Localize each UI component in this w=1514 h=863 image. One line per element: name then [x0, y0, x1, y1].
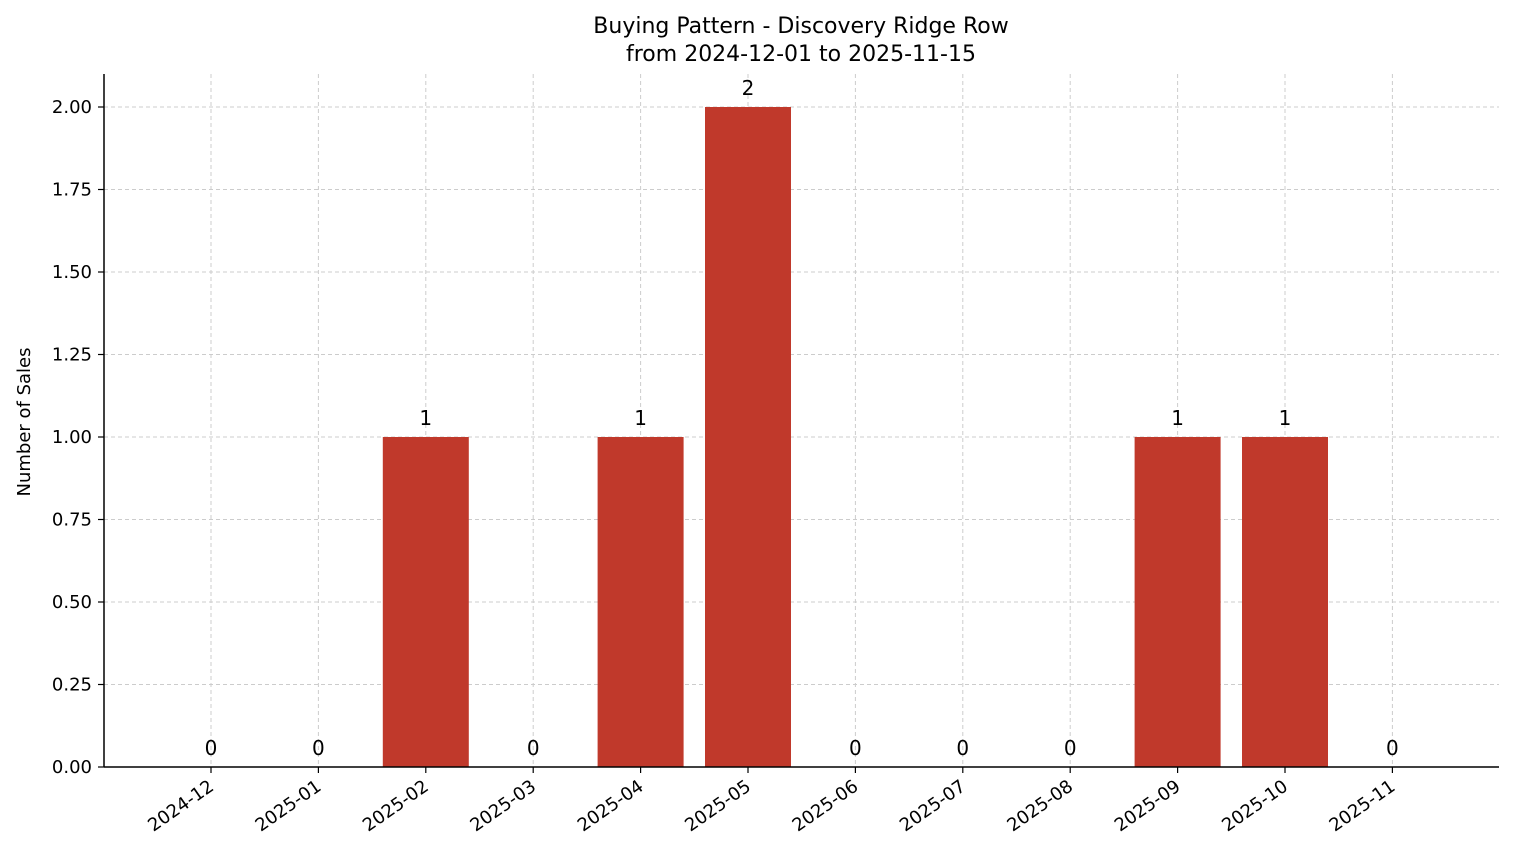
- x-tick-label: 2025-03: [466, 776, 540, 836]
- bar-2025-10: [1242, 437, 1328, 767]
- y-tick-label: 0.00: [52, 757, 92, 778]
- y-tick-label: 0.25: [52, 675, 92, 696]
- x-tick-label: 2025-01: [252, 776, 326, 836]
- bar-value-label: 0: [956, 736, 969, 760]
- y-tick-label: 1.25: [52, 345, 92, 366]
- x-tick-label: 2025-11: [1326, 776, 1400, 836]
- y-tick-label: 0.75: [52, 510, 92, 531]
- x-tick-label: 2025-02: [359, 776, 433, 836]
- x-tick-label: 2025-04: [574, 776, 648, 836]
- bar-2025-04: [597, 437, 684, 767]
- y-tick-label: 1.50: [52, 262, 92, 283]
- bar-value-label: 0: [527, 736, 540, 760]
- y-tick-label: 1.75: [52, 180, 92, 201]
- bar-2025-02: [382, 437, 469, 767]
- bar-value-label: 1: [1171, 406, 1184, 430]
- bar-value-label: 0: [312, 736, 325, 760]
- bar-2025-05: [705, 107, 791, 767]
- bar-value-label: 0: [1386, 736, 1399, 760]
- axis-layer: [98, 74, 1499, 773]
- y-axis-label: Number of Sales: [14, 347, 35, 496]
- x-tick-label: 2025-10: [1218, 776, 1292, 836]
- y-tick-label: 0.50: [52, 592, 92, 613]
- x-tick-label: 2024-12: [144, 776, 218, 836]
- bar-value-label: 0: [849, 736, 862, 760]
- bar-value-label: 1: [1279, 406, 1292, 430]
- bar-value-label: 0: [1064, 736, 1077, 760]
- bar-layer: [382, 107, 1328, 767]
- bar-value-label: 2: [742, 76, 755, 100]
- x-tick-label: 2025-09: [1111, 776, 1185, 836]
- bar-value-label: 0: [205, 736, 218, 760]
- bar-value-label: 1: [419, 406, 432, 430]
- x-tick-label: 2025-05: [681, 776, 755, 836]
- chart-title: Buying Pattern - Discovery Ridge Row: [593, 14, 1008, 39]
- bar-2025-09: [1134, 437, 1221, 767]
- x-tick-label: 2025-08: [1003, 776, 1077, 836]
- chart-subtitle: from 2024-12-01 to 2025-11-15: [626, 42, 976, 67]
- bar-value-label: 1: [634, 406, 647, 430]
- x-tick-label: 2025-07: [896, 776, 970, 836]
- y-tick-label: 1.00: [52, 427, 92, 448]
- y-tick-label: 2.00: [52, 97, 92, 118]
- x-tick-label: 2025-06: [789, 776, 863, 836]
